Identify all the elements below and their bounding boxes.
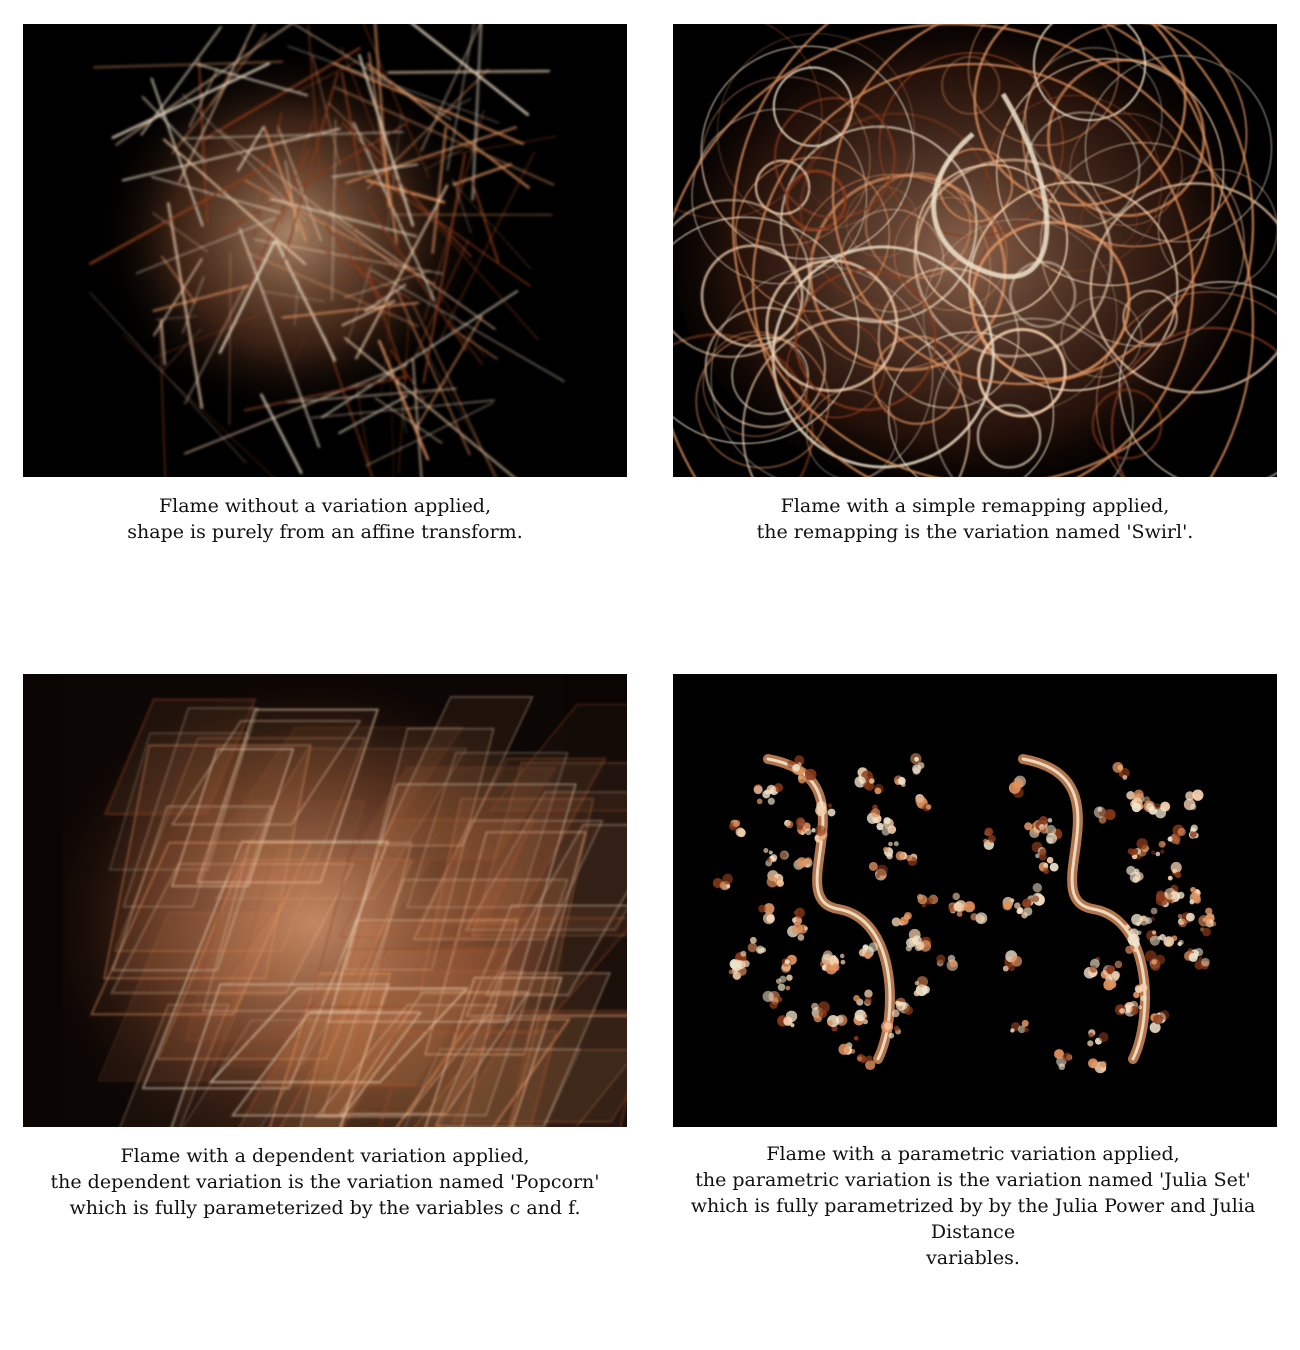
caption-line: the dependent variation is the variation… — [50, 1171, 600, 1193]
flame-art-julia — [673, 674, 1277, 1127]
caption-popcorn: Flame with a dependent variation applied… — [13, 1143, 637, 1221]
caption-no-variation: Flame without a variation applied, shape… — [13, 493, 637, 545]
caption-line: the remapping is the variation named 'Sw… — [756, 521, 1194, 543]
caption-line: which is fully parameterized by the vari… — [69, 1197, 581, 1219]
flame-art-spikes — [23, 24, 627, 477]
caption-line: which is fully parametrized by by the Ju… — [690, 1195, 1256, 1243]
caption-line: the parametric variation is the variatio… — [695, 1169, 1251, 1191]
flame-image-popcorn — [23, 674, 627, 1127]
caption-julia-set: Flame with a parametric variation applie… — [653, 1141, 1293, 1271]
caption-line: Flame without a variation applied, — [158, 495, 492, 517]
caption-line: Flame with a parametric variation applie… — [766, 1143, 1180, 1165]
caption-line: shape is purely from an affine transform… — [127, 521, 523, 543]
flame-art-swirl — [673, 24, 1277, 477]
caption-line: Flame with a simple remapping applied, — [780, 495, 1170, 517]
flame-art-popcorn — [23, 674, 627, 1127]
flame-image-julia-set — [673, 674, 1277, 1127]
caption-swirl: Flame with a simple remapping applied, t… — [663, 493, 1287, 545]
flame-image-no-variation — [23, 24, 627, 477]
caption-line: Flame with a dependent variation applied… — [120, 1145, 530, 1167]
caption-line: variables. — [926, 1247, 1020, 1269]
flame-image-swirl — [673, 24, 1277, 477]
